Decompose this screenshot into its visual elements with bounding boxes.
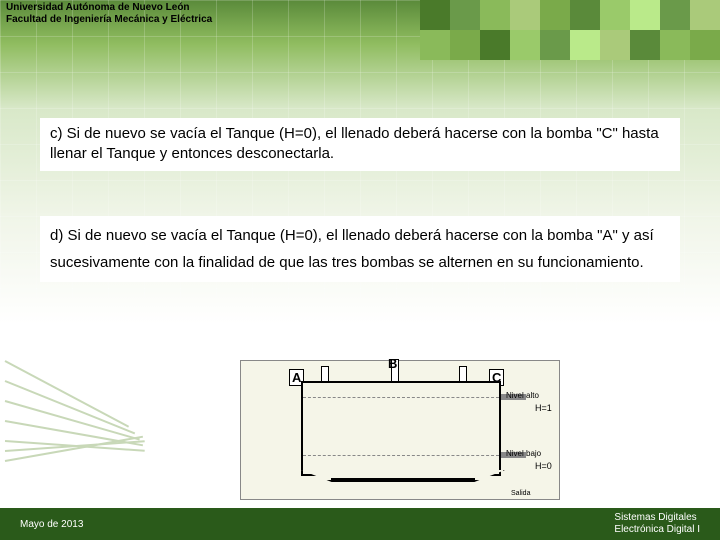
decorative-lines bbox=[0, 350, 160, 510]
h-high-text: H=1 bbox=[535, 403, 552, 413]
decorative-squares bbox=[420, 0, 720, 60]
header: Universidad Autónoma de Nuevo León Facul… bbox=[0, 0, 218, 28]
tank-icon bbox=[301, 381, 501, 476]
university-name: Universidad Autónoma de Nuevo León bbox=[6, 2, 212, 14]
h-low-text: H=0 bbox=[535, 461, 552, 471]
course-line-1: Sistemas Digitales bbox=[614, 512, 700, 524]
level-high-line bbox=[303, 397, 499, 398]
footer-date: Mayo de 2013 bbox=[20, 519, 83, 530]
faculty-name: Facultad de Ingeniería Mecánica y Eléctr… bbox=[6, 14, 212, 26]
course-line-2: Electrónica Digital I bbox=[614, 524, 700, 536]
footer: Mayo de 2013 Sistemas Digitales Electrón… bbox=[0, 508, 720, 540]
level-high-text: Nivel alto bbox=[506, 391, 539, 400]
label-b: B bbox=[386, 356, 399, 371]
level-low-text: Nivel bajo bbox=[506, 449, 541, 458]
paragraph-c: c) Si de nuevo se vacía el Tanque (H=0),… bbox=[40, 118, 680, 171]
salida-text: Salida bbox=[511, 490, 530, 497]
level-low-line bbox=[303, 455, 499, 456]
footer-course: Sistemas Digitales Electrónica Digital I bbox=[614, 512, 700, 536]
tank-diagram: A B C Nivel alto Nivel bajo H=1 H=0 Sali… bbox=[240, 360, 560, 500]
paragraph-d: d) Si de nuevo se vacía el Tanque (H=0),… bbox=[40, 216, 680, 282]
